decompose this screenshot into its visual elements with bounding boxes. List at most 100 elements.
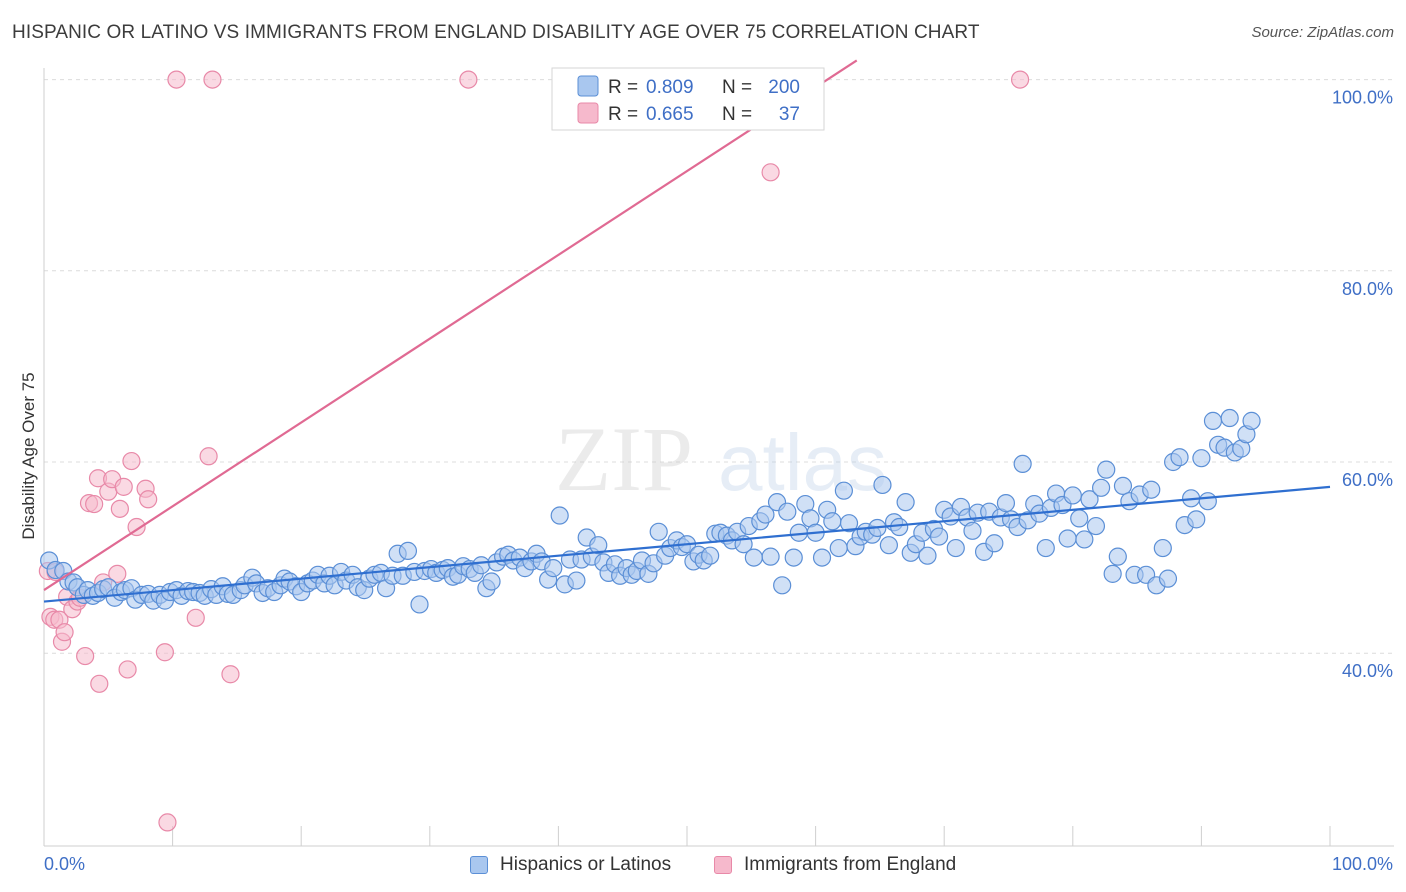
legend-r-label-2: R =	[608, 104, 638, 125]
blue-point	[1091, 478, 1111, 497]
blue-point	[1063, 486, 1082, 505]
blue-point	[946, 538, 965, 558]
trend-lines	[43, 59, 1331, 603]
blue-point	[1220, 408, 1239, 428]
legend-n-label-1: N =	[722, 77, 752, 98]
blue-point	[1058, 529, 1077, 548]
blue-point	[784, 548, 803, 567]
blue-point	[1153, 538, 1172, 558]
legend-label-england: Immigrants from England	[744, 854, 957, 875]
source-label: Source: ZipAtlas.com	[1251, 24, 1394, 41]
blue-point	[567, 571, 586, 590]
blue-point	[410, 595, 429, 614]
pink-point	[186, 608, 205, 627]
legend-n-value-2: 37	[779, 104, 800, 125]
pink-point	[90, 674, 109, 693]
blue-point	[829, 538, 848, 558]
blue-point	[985, 534, 1004, 553]
y-tick-label: 80.0%	[1342, 279, 1393, 299]
blue-point	[398, 541, 418, 561]
blue-trend-line	[43, 485, 1331, 603]
blue-point	[1097, 460, 1116, 479]
blue-point	[1070, 509, 1089, 528]
pink-point	[158, 813, 177, 832]
legend-item-england: Immigrants from England	[714, 852, 956, 878]
blue-point	[1170, 448, 1189, 467]
y-axis-title: Disability Age Over 75	[19, 372, 38, 539]
blue-point	[879, 536, 899, 555]
blue-point	[1142, 480, 1161, 499]
pink-point	[139, 490, 158, 509]
pink-point	[76, 646, 95, 666]
legend-r-value-1: 0.809	[646, 77, 694, 98]
blue-point	[890, 517, 909, 537]
blue-point	[544, 559, 563, 578]
blue-point	[1203, 411, 1223, 430]
pink-point	[459, 70, 478, 89]
legend-swatch-hispanics	[470, 856, 488, 874]
pink-point	[55, 623, 74, 642]
legend-box: R = 0.809 N = 200 R = 0.665 N = 37	[551, 67, 825, 131]
legend-r-value-2: 0.665	[646, 104, 694, 125]
y-tick-label: 60.0%	[1342, 470, 1393, 490]
blue-point	[1086, 516, 1106, 536]
blue-point	[649, 522, 668, 541]
chart-title: HISPANIC OR LATINO VS IMMIGRANTS FROM EN…	[12, 22, 980, 43]
grid-lines	[44, 79, 1394, 654]
blue-point	[1108, 547, 1127, 566]
blue-point	[756, 505, 775, 524]
blue-point	[996, 494, 1016, 513]
bottom-legend: Hispanics or Latinos Immigrants from Eng…	[0, 852, 1406, 878]
blue-point	[1242, 411, 1261, 430]
pink-point	[114, 477, 133, 496]
blue-point	[873, 475, 892, 495]
blue-point	[472, 556, 491, 575]
blue-point	[773, 576, 792, 595]
blue-point	[1103, 564, 1122, 583]
blue-point	[744, 548, 763, 567]
y-tick-label: 40.0%	[1342, 661, 1393, 681]
blue-point	[918, 546, 937, 565]
blue-point	[1198, 492, 1217, 511]
blue-point	[1158, 569, 1178, 588]
legend-swatch-blue	[577, 75, 599, 97]
legend-label-hispanics: Hispanics or Latinos	[500, 854, 672, 875]
blue-point	[834, 481, 853, 500]
blue-point	[778, 502, 797, 521]
y-tick-label: 100.0%	[1332, 88, 1393, 108]
blue-point	[761, 547, 780, 566]
pink-point	[155, 643, 174, 662]
blue-point	[1187, 510, 1206, 529]
pink-point	[199, 447, 218, 466]
pink-point	[118, 660, 137, 679]
pink-point	[203, 70, 222, 89]
blue-point	[1036, 538, 1055, 558]
pink-points-group	[38, 70, 1030, 832]
pink-point	[221, 665, 240, 684]
pink-trend-line	[43, 59, 858, 592]
legend-swatch-pink	[577, 102, 599, 124]
pink-point	[108, 564, 127, 583]
blue-point	[550, 506, 569, 525]
pink-point	[122, 451, 141, 471]
blue-point	[823, 512, 842, 531]
pink-point	[85, 494, 104, 514]
pink-point	[1010, 70, 1030, 89]
legend-r-label-1: R =	[608, 77, 638, 98]
blue-point	[589, 536, 608, 555]
blue-point	[1192, 449, 1211, 468]
blue-point	[929, 527, 949, 546]
blue-point	[1075, 530, 1094, 549]
blue-point	[1013, 454, 1032, 474]
watermark-zip: ZIP	[555, 408, 693, 510]
legend-swatch-england	[714, 856, 732, 874]
blue-point	[701, 546, 720, 565]
x-tick-label-min: 0.0%	[44, 854, 85, 874]
watermark-atlas: atlas	[718, 418, 887, 507]
pink-point	[167, 70, 186, 89]
x-tick-label-max: 100.0%	[1332, 854, 1393, 874]
legend-n-label-2: N =	[722, 104, 752, 125]
blue-point	[1113, 476, 1133, 495]
axes	[43, 68, 1394, 847]
